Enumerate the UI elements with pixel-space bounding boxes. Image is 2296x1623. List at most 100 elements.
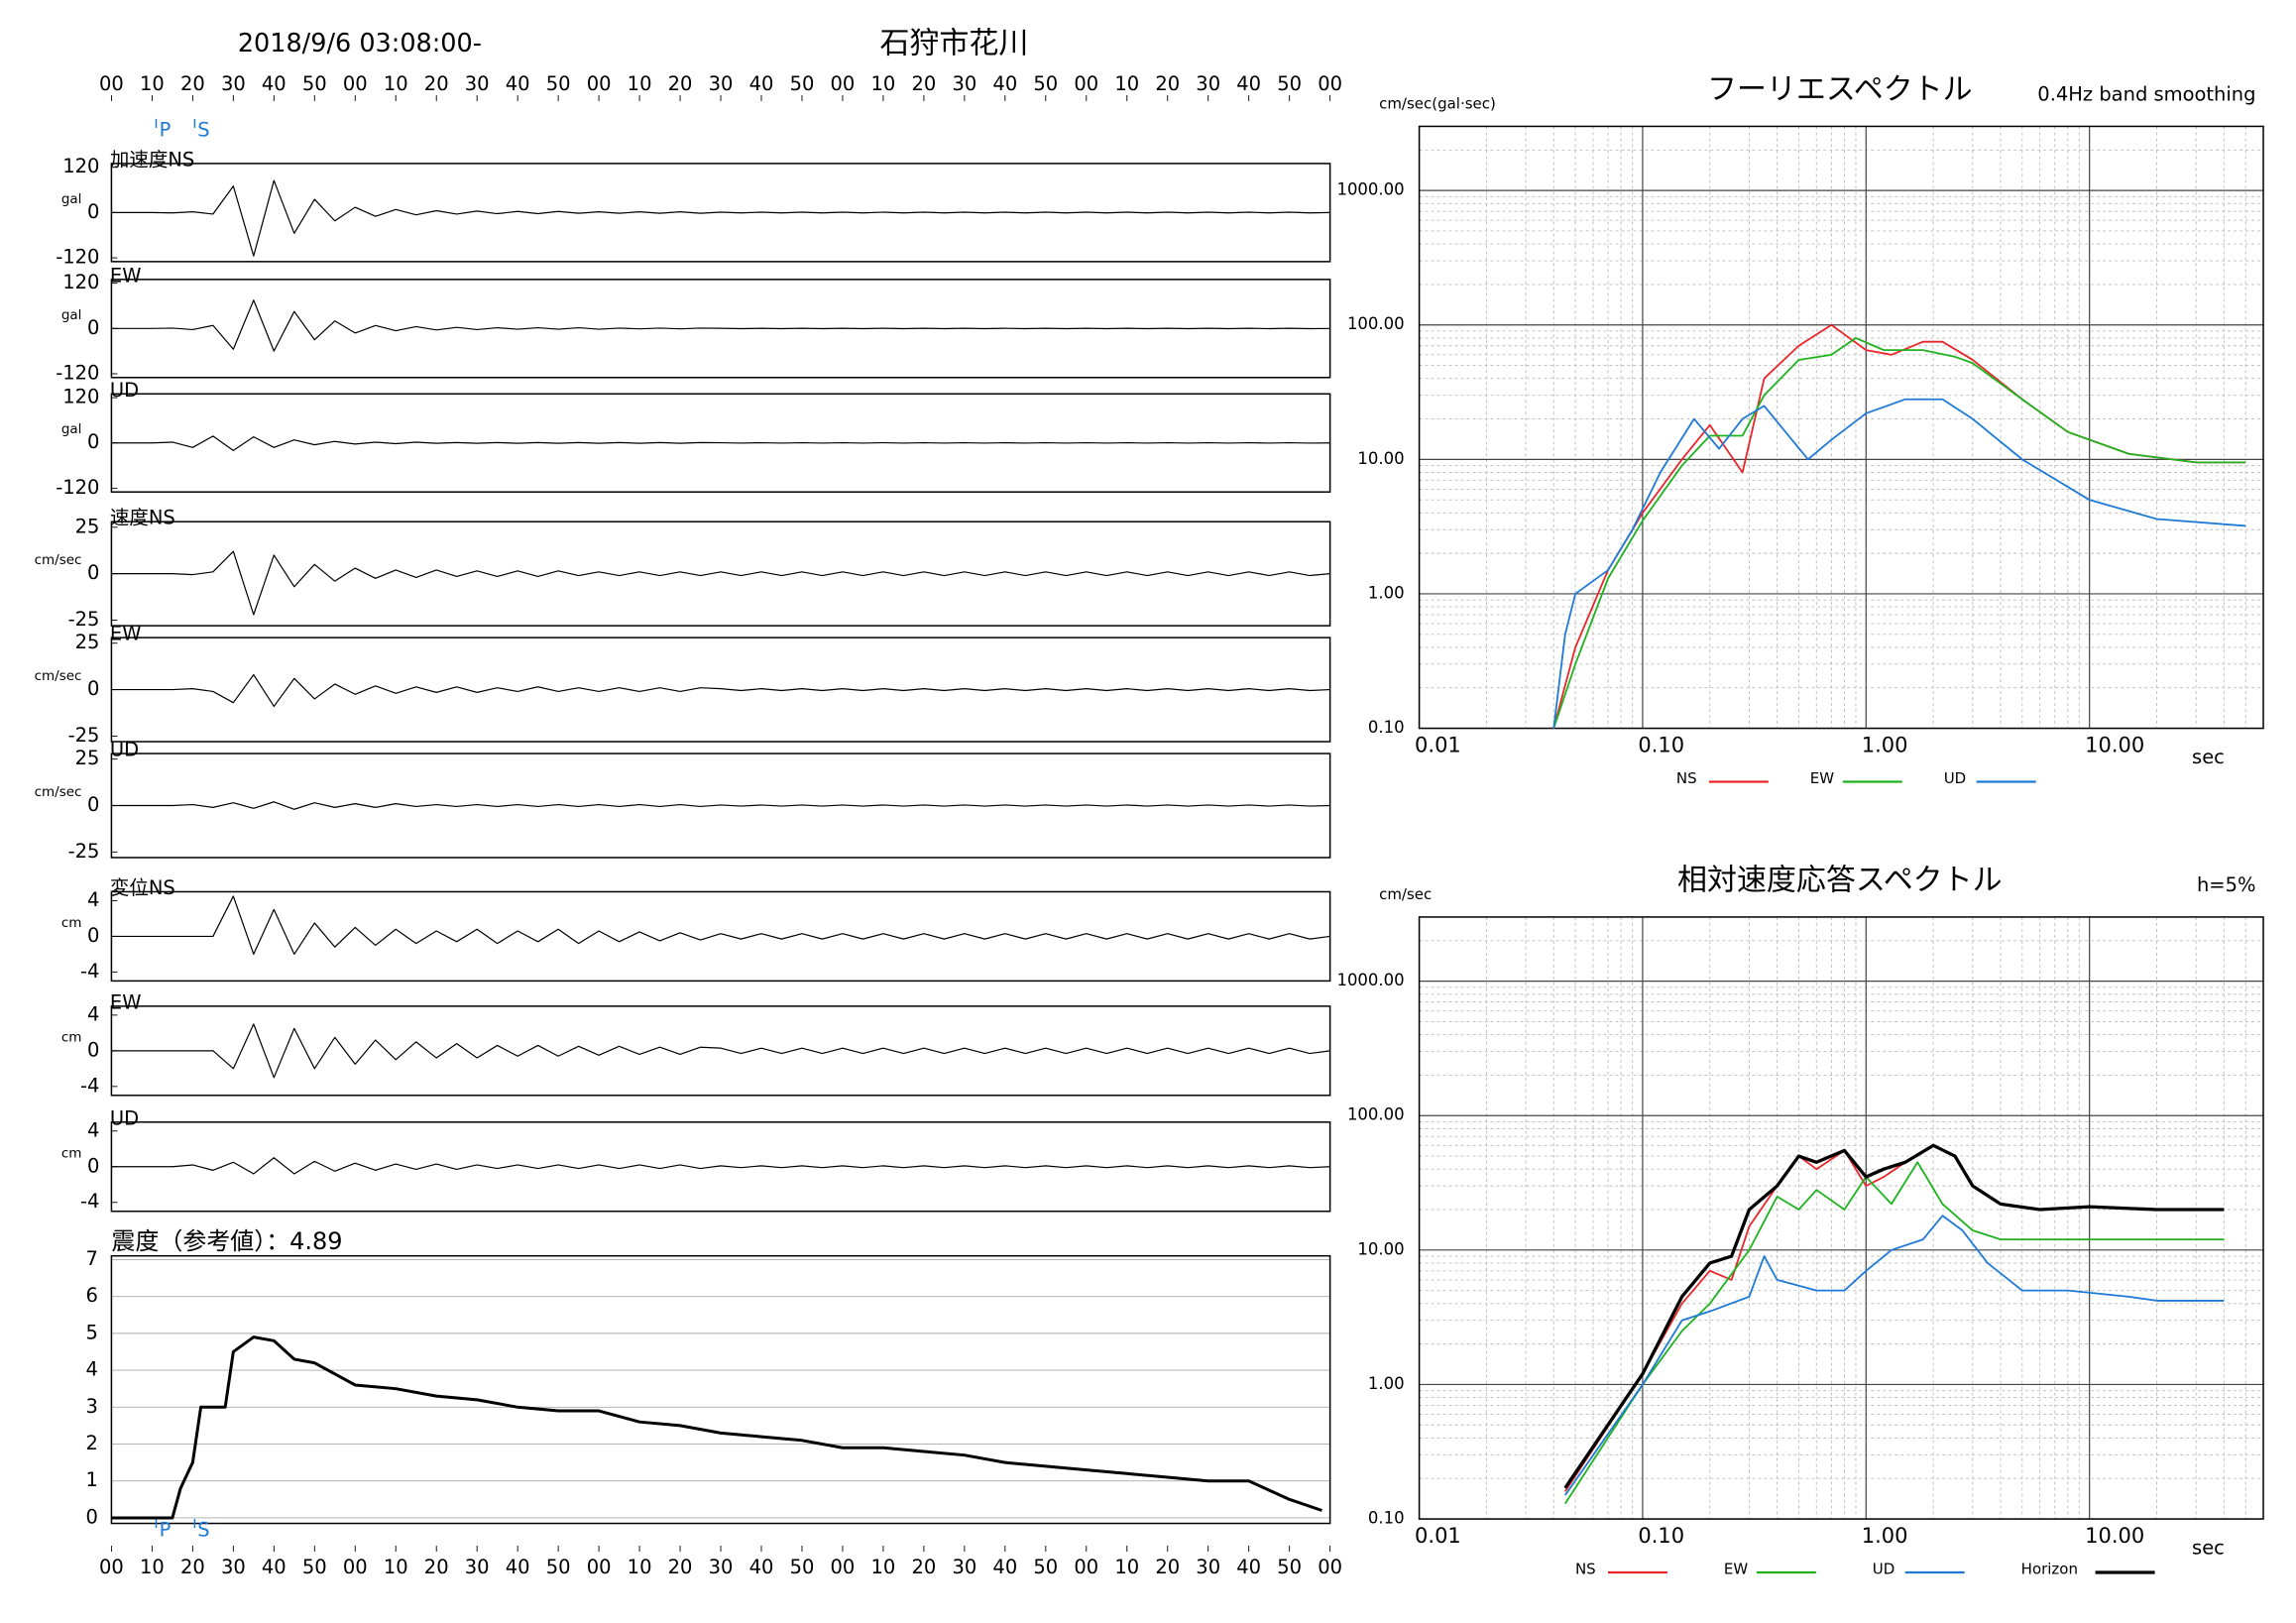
y-tick-label: -120 [56,361,99,384]
time-tick-label: 00 [1074,1556,1098,1578]
legend-label: EW [1724,1561,1748,1578]
y-tick-label: 100.00 [1347,1105,1405,1124]
y-tick-label: 120 [62,155,99,177]
y-axis-label: cm/sec(gal·sec) [1379,94,1496,112]
time-tick-label: 50 [546,72,571,95]
time-tick-label: 00 [1318,1556,1342,1578]
legend-label: UD [1873,1561,1895,1578]
time-tick-label: 20 [1155,72,1180,95]
time-tick-label: 00 [1318,72,1342,95]
plot-frame [1418,125,2264,730]
legend-label: EW [1810,769,1834,787]
trace-unit: cm/sec [35,668,82,684]
time-tick-label: 50 [790,72,815,95]
y-tick-label: 25 [75,515,100,537]
time-tick-label: 40 [506,72,530,95]
time-tick-label: 40 [1236,1556,1261,1578]
time-tick-label: 50 [1277,1556,1302,1578]
trace-label: UD [110,379,139,402]
waveform-trace [111,299,1330,352]
y-tick-label: 0 [87,1154,99,1177]
time-tick-label: 00 [831,72,856,95]
time-tick-label: 30 [465,1556,490,1578]
phase-label: P [160,118,172,141]
spectrum-line [1564,1161,2225,1505]
x-tick-label: 0.10 [1638,734,1684,757]
x-tick-label: 0.01 [1415,1524,1461,1548]
trace-unit: cm/sec [35,552,82,568]
x-tick-label: 10.00 [2085,734,2144,757]
time-tick-label: 00 [343,72,368,95]
y-tick-label: 1.00 [1368,583,1405,602]
trace-label: EW [110,623,142,645]
spectrum-line [1564,1215,2225,1496]
station-name: 石狩市花川 [879,27,1028,61]
time-tick-label: 10 [140,1556,165,1578]
time-tick-label: 10 [628,72,652,95]
time-tick-label: 20 [912,1556,937,1578]
time-tick-label: 10 [1114,1556,1139,1578]
trace-label: 速度NS [110,507,175,529]
time-tick-label: 20 [424,1556,449,1578]
spectrum-line [1563,1143,2225,1489]
chart-subtitle: 0.4Hz band smoothing [2037,82,2255,105]
time-tick-label: 20 [180,1556,205,1578]
y-tick-label: 1000.00 [1336,971,1404,989]
time-tick-label: 40 [749,1556,774,1578]
time-tick-label: 50 [302,72,327,95]
y-tick-label: 0.10 [1368,718,1405,737]
time-tick-label: 00 [99,1556,124,1578]
chart-title: フーリエスペクトル [1707,72,1973,107]
y-tick-label: -4 [80,960,99,983]
y-tick-label: 1000.00 [1336,180,1404,199]
time-tick-label: 10 [384,1556,408,1578]
time-tick-label: 50 [302,1556,327,1578]
y-tick-label: 1 [86,1468,98,1491]
time-tick-label: 40 [992,72,1017,95]
time-tick-label: 20 [1155,1556,1180,1578]
time-tick-label: 30 [465,72,490,95]
time-tick-label: 20 [668,72,693,95]
waveform-trace [111,1023,1330,1079]
y-tick-label: -25 [68,724,100,747]
time-tick-label: 50 [1033,72,1058,95]
time-tick-label: 00 [831,1556,856,1578]
waveform-trace [111,550,1330,616]
trace-unit: cm [61,1029,82,1045]
time-tick-label: 40 [506,1556,530,1578]
y-tick-label: 4 [87,1118,99,1141]
waveform-trace [111,435,1330,451]
trace-unit: gal [61,421,82,437]
time-tick-label: 40 [749,72,774,95]
phase-label: S [197,118,209,141]
legend-label: Horizon [2021,1561,2078,1578]
y-tick-label: 0 [87,430,99,453]
y-tick-label: 0 [87,793,99,816]
x-tick-label: 0.01 [1415,734,1461,757]
y-tick-label: 2 [86,1432,98,1454]
spectrum-line [1552,398,2246,729]
y-tick-label: 3 [86,1395,98,1418]
y-axis-label: cm/sec [1379,885,1432,903]
time-tick-label: 30 [952,72,976,95]
time-tick-label: 30 [952,1556,976,1578]
time-tick-label: 00 [99,72,124,95]
y-tick-label: 10.00 [1357,449,1404,468]
chart-subtitle: h=5% [2197,873,2256,896]
y-tick-label: 25 [75,631,100,653]
legend-label: UD [1944,769,1967,787]
waveform-trace [111,179,1330,257]
time-tick-label: 20 [912,72,937,95]
y-tick-label: 10.00 [1357,1239,1404,1258]
y-tick-label: -120 [56,476,99,499]
plot-frame [1418,916,2264,1520]
x-tick-label: 10.00 [2085,1524,2144,1548]
time-tick-label: 30 [709,72,734,95]
time-tick-label: 20 [668,1556,693,1578]
spectrum-line [1552,336,2246,729]
trace-label: 変位NS [110,876,175,899]
y-tick-label: 1.00 [1368,1374,1405,1393]
time-tick-label: 10 [628,1556,652,1578]
